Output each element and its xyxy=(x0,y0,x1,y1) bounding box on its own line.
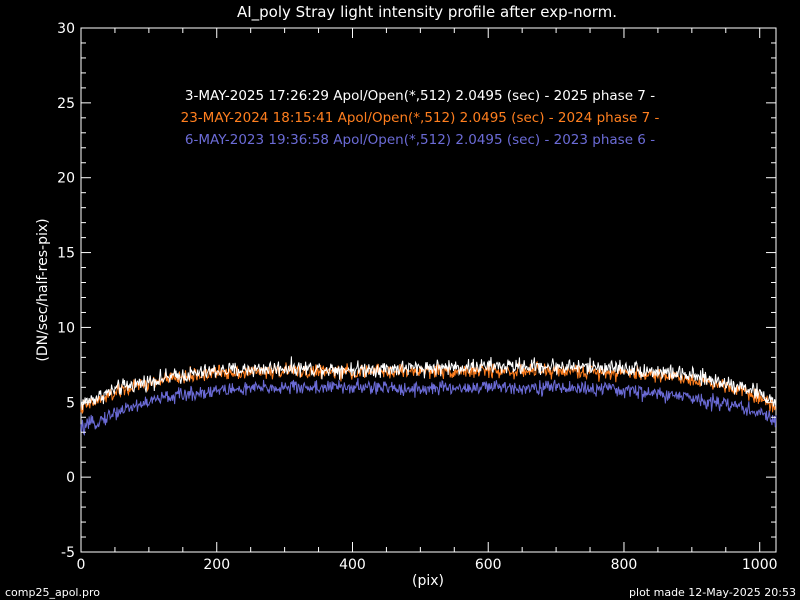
x-tick-label: 600 xyxy=(475,557,502,573)
y-tick-label: 30 xyxy=(57,21,75,37)
series-layer xyxy=(80,356,777,437)
legend-entry: 6-MAY-2023 19:36:58 Apol/Open(*,512) 2.0… xyxy=(185,132,655,148)
x-axis-label: (pix) xyxy=(412,573,444,589)
y-tick-label: 25 xyxy=(57,96,75,112)
y-tick-label: 10 xyxy=(57,320,75,336)
y-tick-label: 0 xyxy=(66,470,75,486)
y-tick-label: 5 xyxy=(66,395,75,411)
plot-frame xyxy=(80,27,777,553)
y-axis-label: (DN/sec/half-res-pix) xyxy=(35,218,51,361)
legend-entry: 23-MAY-2024 18:15:41 Apol/Open(*,512) 2.… xyxy=(181,110,660,126)
x-tick-label: 800 xyxy=(611,557,638,573)
series-line xyxy=(80,356,777,410)
legend: 3-MAY-2025 17:26:29 Apol/Open(*,512) 2.0… xyxy=(181,88,660,148)
y-axis-ticks: -5 0 5 10 15 20 25 30 xyxy=(57,21,776,561)
legend-entry: 3-MAY-2025 17:26:29 Apol/Open(*,512) 2.0… xyxy=(185,88,655,104)
y-tick-label: -5 xyxy=(61,545,75,561)
y-tick-label: 15 xyxy=(57,246,75,262)
x-tick-label: 200 xyxy=(203,557,230,573)
series-line xyxy=(80,378,777,437)
x-axis-ticks: 0 200 400 600 800 1000 xyxy=(77,28,778,573)
footer-plot-date: plot made 12-May-2025 20:53 xyxy=(629,586,796,599)
chart-title: AI_poly Stray light intensity profile af… xyxy=(237,3,617,22)
x-tick-label: 1000 xyxy=(742,557,778,573)
x-tick-label: 400 xyxy=(339,557,366,573)
footer-script-name: comp25_apol.pro xyxy=(5,586,100,599)
x-tick-label: 0 xyxy=(77,557,86,573)
y-tick-label: 20 xyxy=(57,171,75,187)
